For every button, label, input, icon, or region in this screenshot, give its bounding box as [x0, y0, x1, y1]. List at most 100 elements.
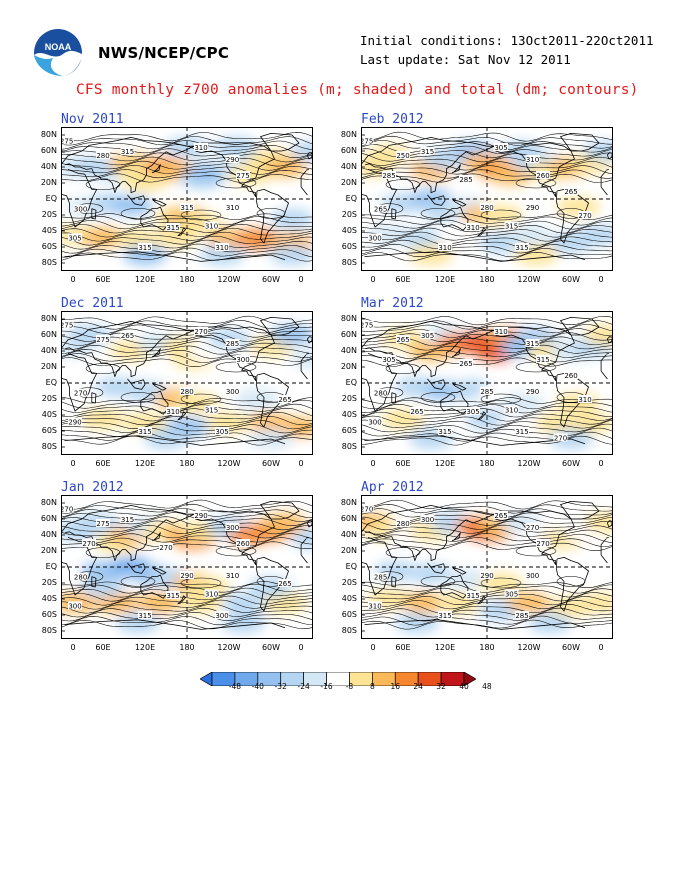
contour-label-bg: [236, 539, 250, 547]
contour-label: 285: [226, 340, 239, 348]
contour-label: 315: [166, 592, 179, 600]
lat-label: 40N: [340, 346, 357, 355]
panel-title: Apr 2012: [361, 480, 424, 495]
last-update: Last update: Sat Nov 12 2011: [360, 52, 571, 67]
contour-label: 290: [68, 418, 81, 426]
contour-label: 310: [194, 144, 207, 152]
anomaly-blob: [444, 569, 488, 589]
panel-title: Nov 2011: [61, 112, 124, 127]
contour-label-bg: [420, 147, 435, 155]
lon-label: 120E: [134, 459, 156, 468]
contour-label-bg: [120, 331, 135, 339]
lat-label: 40S: [41, 410, 57, 419]
contour-label-bg: [515, 427, 529, 435]
contour-label-bg: [396, 519, 410, 527]
colorbar-label: 8: [369, 682, 375, 691]
lat-label: 60S: [341, 610, 357, 619]
contour-label: 315: [466, 592, 479, 600]
lon-label: 60E: [95, 275, 111, 284]
contour-label-bg: [68, 233, 82, 242]
lat-label: 20N: [340, 362, 357, 371]
anomaly-blob: [409, 563, 453, 584]
lat-label: 40N: [40, 346, 57, 355]
panel-title: Dec 2011: [61, 296, 124, 311]
contour-label-bg: [368, 601, 382, 610]
contour-label: 305: [382, 356, 395, 364]
contour-label-bg: [236, 171, 250, 179]
contour-label-bg: [373, 388, 388, 397]
lon-label: 60W: [261, 275, 281, 284]
panel-title: Jan 2012: [61, 480, 124, 495]
contour-label: 265: [410, 408, 423, 416]
lat-label: EQ: [45, 562, 57, 571]
contour-label: 310: [166, 408, 179, 416]
contour-label-bg: [525, 203, 540, 211]
contour-label-bg: [459, 359, 473, 367]
contour-label-bg: [61, 320, 74, 329]
contour-label: 315: [166, 224, 179, 232]
lat-label: 40S: [341, 410, 357, 419]
lon-label: 120E: [434, 459, 456, 468]
contour-label: 290: [226, 156, 239, 164]
contour-label-bg: [194, 511, 208, 519]
lat-label: 20S: [341, 394, 357, 403]
lat-label: EQ: [345, 562, 357, 571]
contour-label: 315: [536, 356, 549, 364]
colorbar-max-arrow: [463, 671, 477, 687]
contour-label-bg: [361, 504, 374, 513]
contour-label-bg: [204, 405, 219, 414]
contour-label-bg: [96, 335, 110, 343]
contour-label-bg: [368, 233, 382, 242]
contour-label: 280: [180, 388, 193, 396]
lon-label: 180: [479, 459, 495, 468]
contour-label-bg: [236, 355, 250, 363]
contour-label: 300: [215, 612, 228, 620]
contour-label: 280: [374, 390, 387, 398]
contour-label-bg: [166, 223, 180, 231]
lat-label: 60N: [40, 146, 57, 155]
lon-label: 60E: [395, 275, 411, 284]
contour-label-bg: [138, 243, 152, 251]
contour-label-bg: [494, 327, 508, 335]
contour-label-bg: [459, 175, 473, 183]
contour-label: 310: [226, 204, 239, 212]
lat-label: 60S: [41, 242, 57, 251]
lon-label: 0: [598, 459, 604, 468]
contour-label: 310: [205, 222, 218, 230]
lon-label: 60W: [561, 643, 581, 652]
colorbar-label: -24: [297, 682, 310, 691]
map-panel: 275 265 280 285 290 300 305 310 315 315 305 310 315 3…: [361, 311, 613, 455]
lat-label: 40N: [340, 162, 357, 171]
contour-label-bg: [536, 355, 550, 363]
colorbar-label: 40: [459, 682, 469, 691]
lon-label: 0: [370, 459, 376, 468]
contour-label-bg: [438, 427, 452, 435]
contour-label: 300: [526, 572, 539, 580]
contour-label: 270: [536, 540, 549, 548]
colorbar-label: 32: [436, 682, 446, 691]
contour-label-bg: [564, 371, 578, 379]
contour-label-bg: [578, 211, 592, 219]
contour-label-bg: [215, 427, 229, 435]
lat-label: 60S: [41, 610, 57, 619]
lon-label: 60E: [95, 643, 111, 652]
contour-label: 315: [121, 516, 134, 524]
contour-label: 270: [61, 506, 73, 514]
lat-label: 80S: [41, 442, 57, 451]
contour-label: 310: [368, 602, 381, 610]
contour-label-bg: [138, 611, 152, 619]
anomaly-blob: [235, 229, 279, 249]
contour-label: 270: [554, 434, 567, 442]
lat-label: 60S: [341, 242, 357, 251]
anomaly-blob: [270, 245, 313, 265]
colorbar-label: -48: [228, 682, 242, 691]
lat-label: 80N: [40, 498, 57, 507]
contour-label-bg: [515, 243, 529, 251]
colorbar-label: -32: [274, 682, 287, 691]
contour-label: 305: [421, 332, 434, 340]
lat-label: 40S: [41, 594, 57, 603]
lat-label: 20N: [340, 178, 357, 187]
contour-label-bg: [466, 223, 480, 231]
map-panel: 270 280 285 290 300 310 315 305 315 285 300 265 270 2…: [361, 495, 613, 639]
contour-label-bg: [73, 572, 88, 581]
